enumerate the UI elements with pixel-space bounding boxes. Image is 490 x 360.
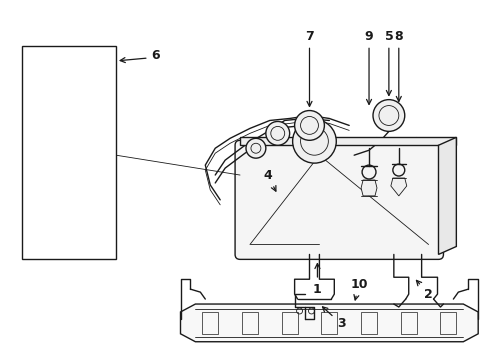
Circle shape [266, 121, 290, 145]
Polygon shape [439, 137, 456, 255]
Circle shape [293, 120, 336, 163]
Circle shape [74, 65, 81, 73]
Circle shape [62, 65, 71, 73]
Polygon shape [48, 228, 91, 247]
Circle shape [84, 65, 92, 73]
Polygon shape [42, 96, 98, 113]
Bar [282, 312, 297, 334]
Polygon shape [180, 304, 478, 342]
Bar [441, 312, 456, 334]
Polygon shape [240, 137, 456, 145]
Text: 6: 6 [151, 49, 160, 63]
Text: 5: 5 [385, 30, 393, 95]
Text: 3: 3 [322, 307, 345, 330]
Text: 4: 4 [264, 168, 276, 191]
FancyBboxPatch shape [235, 140, 443, 260]
Circle shape [373, 100, 405, 131]
Text: 9: 9 [365, 30, 373, 104]
Bar [361, 312, 377, 334]
Circle shape [246, 138, 266, 158]
Text: 1: 1 [313, 264, 322, 296]
Circle shape [61, 167, 77, 183]
Text: 2: 2 [416, 280, 433, 301]
Bar [202, 312, 218, 334]
Circle shape [294, 111, 324, 140]
Polygon shape [361, 180, 377, 196]
Text: 7: 7 [305, 30, 314, 106]
Bar [242, 312, 258, 334]
Text: 10: 10 [350, 278, 368, 300]
Bar [401, 312, 416, 334]
Polygon shape [391, 178, 407, 196]
Circle shape [32, 64, 42, 74]
Bar [22, 46, 116, 260]
Bar [321, 312, 337, 334]
Text: 8: 8 [394, 30, 403, 102]
